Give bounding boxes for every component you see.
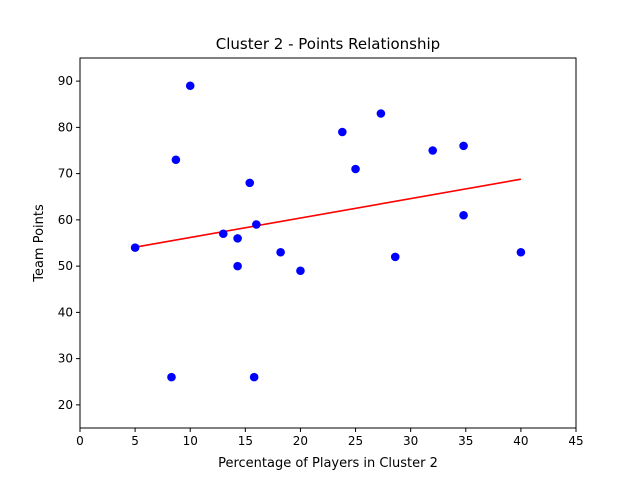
x-tick-label-4: 20 bbox=[293, 434, 308, 448]
scatter-point-4 bbox=[218, 229, 228, 239]
y-tick-label-5: 70 bbox=[58, 167, 73, 181]
chart-title: Cluster 2 - Points Relationship bbox=[216, 35, 440, 53]
plot-frame bbox=[79, 57, 577, 429]
x-tick-label-8: 40 bbox=[513, 434, 528, 448]
y-tick-label-6: 80 bbox=[58, 120, 73, 134]
scatter-point-12 bbox=[338, 127, 347, 137]
x-tick-label-7: 35 bbox=[458, 434, 473, 448]
plot-marks bbox=[130, 81, 526, 382]
scatter-point-0 bbox=[130, 243, 140, 252]
scatter-point-1 bbox=[167, 372, 176, 382]
y-tick-label-0: 20 bbox=[58, 398, 73, 412]
scatter-point-5 bbox=[233, 234, 242, 243]
scatter-point-11 bbox=[296, 266, 305, 276]
x-tick-label-2: 10 bbox=[183, 434, 198, 448]
y-tick-label-3: 50 bbox=[58, 259, 73, 273]
scatter-point-19 bbox=[516, 247, 526, 257]
scatter-point-3 bbox=[185, 81, 195, 91]
y-tick-label-4: 60 bbox=[58, 213, 73, 227]
x-tick-label-9: 45 bbox=[568, 434, 583, 448]
scatter-point-10 bbox=[276, 247, 285, 257]
scatter-point-6 bbox=[233, 261, 242, 271]
x-axis-ticks: 0 5 10 15 20 25 30 35 40 45 bbox=[76, 428, 584, 448]
x-tick-label-1: 5 bbox=[131, 434, 139, 448]
y-tick-label-7: 90 bbox=[58, 74, 73, 88]
y-tick-label-2: 40 bbox=[58, 305, 73, 319]
scatter-point-7 bbox=[245, 178, 255, 188]
scatter-point-17 bbox=[459, 141, 468, 151]
y-axis-label: Team Points bbox=[32, 204, 47, 283]
scatter-point-13 bbox=[351, 164, 360, 174]
x-axis-label: Percentage of Players in Cluster 2 bbox=[218, 456, 438, 471]
scatter-point-2 bbox=[171, 155, 181, 165]
scatter-point-14 bbox=[376, 109, 386, 118]
x-tick-label-5: 25 bbox=[348, 434, 363, 448]
x-tick-label-0: 0 bbox=[76, 434, 84, 448]
scatter-point-16 bbox=[428, 146, 438, 155]
x-tick-label-6: 30 bbox=[403, 434, 418, 448]
x-tick-label-3: 15 bbox=[238, 434, 253, 448]
scatter-point-18 bbox=[459, 210, 468, 220]
trend-line bbox=[134, 178, 522, 248]
y-tick-label-1: 30 bbox=[58, 352, 73, 366]
scatter-point-8 bbox=[249, 372, 259, 382]
scatter-point-15 bbox=[390, 252, 400, 262]
y-axis-ticks: 20 30 40 50 60 70 80 90 bbox=[58, 74, 80, 412]
scatter-point-9 bbox=[252, 220, 261, 229]
